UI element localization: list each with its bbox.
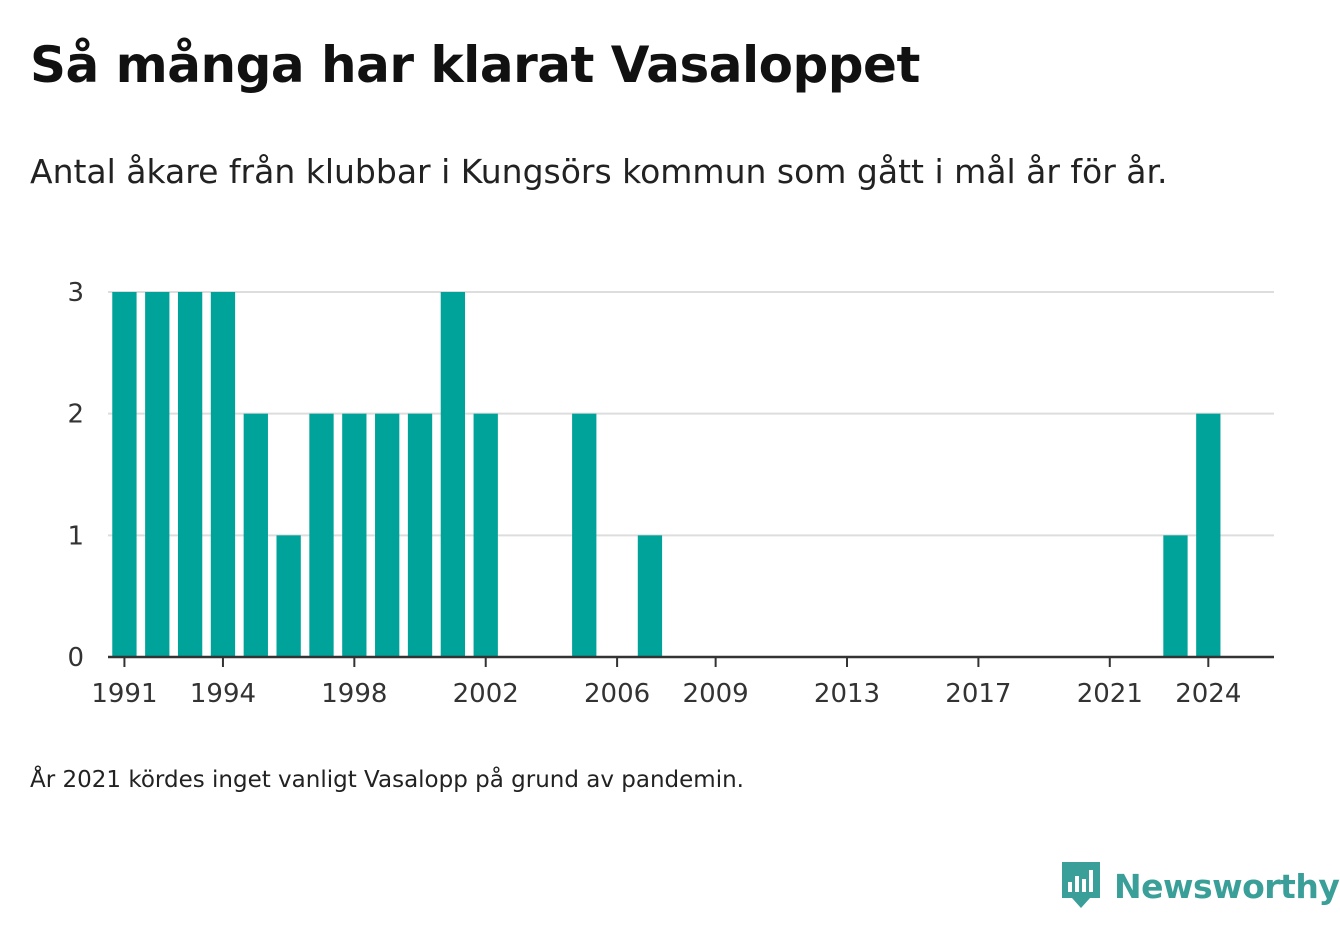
bar-1998 [342,413,367,657]
y-tick-label: 1 [67,521,84,551]
bar-1994 [210,292,236,657]
y-tick-label: 2 [67,400,84,430]
x-tick-label: 1994 [190,679,256,709]
brand-name: Newsworthy [1114,866,1340,906]
brand-logo: Newsworthy [1060,860,1340,912]
chart-subtitle: Antal åkare från klubbar i Kungsörs komm… [30,152,1168,191]
x-tick-label: 2002 [453,679,519,709]
x-tick-label: 1998 [321,679,387,709]
bar-2024 [1196,413,1221,657]
bar-1996 [276,535,301,657]
tick-labels: 0 1 2 3 1991 1994 1998 2002 2006 2009 2013 2017 2021… [67,278,1241,709]
x-tick-label: 2009 [683,679,749,709]
bar-1997 [309,413,334,657]
bar-1992 [145,292,170,657]
chart-title: Så många har klarat Vasaloppet [30,36,920,94]
x-tick-label: 2006 [584,679,650,709]
x-axis [108,655,1274,667]
bar-2001 [440,292,466,657]
bar-2023 [1163,535,1188,657]
x-tick-label: 2021 [1077,679,1143,709]
newsworthy-logo-icon [1062,862,1100,908]
x-tick-label: 2017 [945,679,1011,709]
y-tick-label: 0 [67,643,84,673]
x-tick-label: 2013 [814,679,880,709]
x-tick-label: 1991 [91,679,157,709]
bars [112,292,1221,657]
bar-2000 [407,413,433,657]
bar-1999 [375,413,400,657]
bar-1991 [112,292,137,657]
bar-2007 [637,535,663,657]
bar-1993 [177,292,203,657]
chart-footnote: År 2021 kördes inget vanligt Vasalopp på… [30,767,744,793]
x-tick-label: 2024 [1175,679,1241,709]
grid-lines [108,291,1274,537]
y-tick-label: 3 [67,278,84,308]
bar-2002 [473,413,498,657]
bar-2005 [572,413,597,657]
bar-chart: 0 1 2 3 1991 1994 1998 2002 2006 2009 2013 2017 2021… [67,278,1274,709]
bar-1995 [243,413,268,657]
